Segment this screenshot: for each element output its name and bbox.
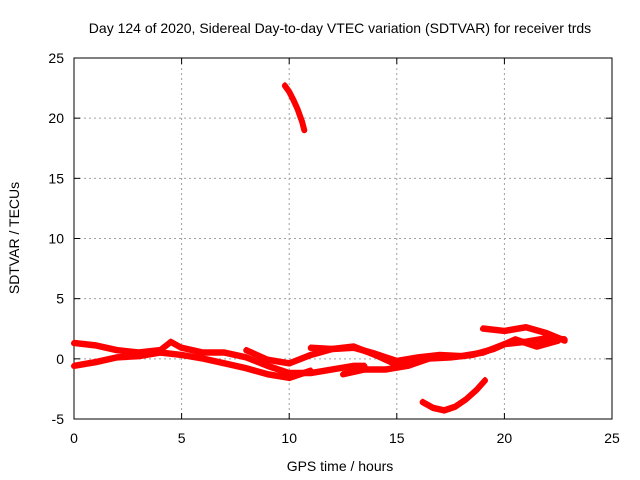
x-tick-label: 25 (604, 430, 620, 446)
series-arc-2 (71, 349, 314, 382)
series-arc-7 (479, 324, 568, 344)
y-tick-label: 25 (48, 50, 64, 66)
y-tick-label: 15 (48, 170, 64, 186)
x-tick-label: 10 (281, 430, 297, 446)
chart-title: Day 124 of 2020, Sidereal Day-to-day VTE… (89, 20, 591, 36)
series-arc-7-band (481, 324, 567, 341)
series-arc-3 (281, 82, 308, 134)
x-tick-label: 5 (178, 430, 186, 446)
y-tick-label: -5 (52, 411, 65, 427)
series-arc-2-band (72, 349, 313, 378)
grid (74, 58, 612, 419)
y-axis-label: SDTVAR / TECUs (6, 182, 22, 294)
series-arc-1-band (72, 338, 366, 373)
series-arc-6 (340, 336, 562, 378)
x-tick-label: 15 (389, 430, 405, 446)
y-tick-label: 0 (56, 351, 64, 367)
series-arc-6-band (341, 336, 560, 374)
y-tick-label: 10 (48, 231, 64, 247)
y-tick-label: 5 (56, 291, 64, 307)
x-axis-label: GPS time / hours (287, 458, 394, 474)
x-tick-label: 20 (497, 430, 513, 446)
series-arc-3-band (283, 82, 306, 130)
axis-ticks: 0 5 10 15 20 25 -5 0 5 10 15 20 25 (48, 50, 620, 446)
x-tick-label: 0 (70, 430, 78, 446)
series-arc-8-band (421, 377, 487, 411)
y-tick-label: 20 (48, 110, 64, 126)
series-arc-1 (71, 339, 368, 377)
data-series (71, 82, 568, 414)
